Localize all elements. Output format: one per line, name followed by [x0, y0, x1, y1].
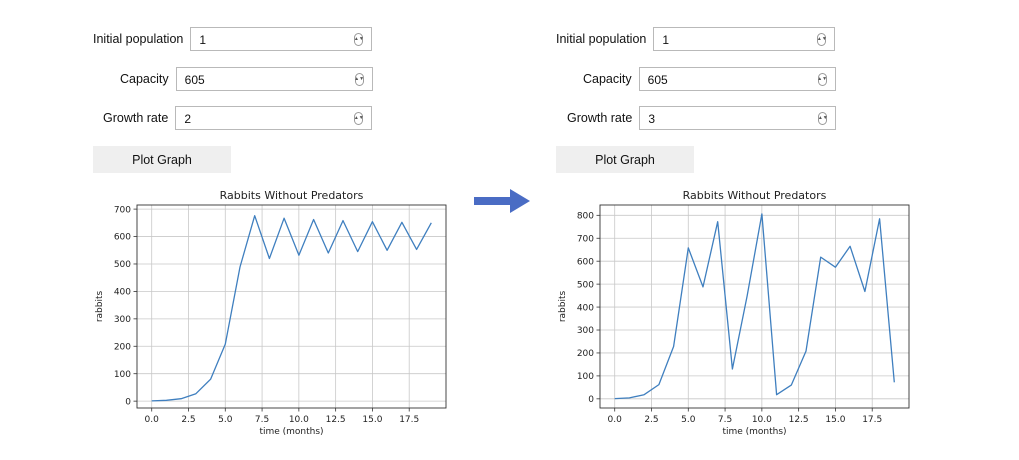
spinner-icon[interactable]: ▲▼ [354, 33, 364, 46]
initial-population-input[interactable]: 1 ▲▼ [190, 27, 373, 51]
x-tick-label: 0.0 [145, 415, 160, 425]
capacity-label: Capacity [120, 72, 169, 86]
initial-population-label: Initial population [93, 32, 184, 46]
initial-population-input[interactable]: 1 ▲▼ [653, 27, 836, 51]
y-axis-label: rabbits [95, 291, 105, 323]
x-tick-label: 7.5 [718, 415, 732, 425]
plot-graph-button[interactable]: Plot Graph [93, 146, 231, 173]
left-panel: Initial population 1 ▲▼ Capacity 605 ▲▼ … [0, 0, 447, 460]
initial-population-value: 1 [199, 33, 207, 47]
x-axis-label: time (months) [259, 427, 323, 437]
x-tick-label: 17.5 [862, 415, 882, 425]
x-tick-label: 15.0 [825, 415, 845, 425]
y-tick-label: 600 [577, 257, 594, 267]
spinner-icon[interactable]: ▲▼ [817, 33, 827, 46]
initial-population-label: Initial population [556, 32, 647, 46]
x-tick-label: 2.5 [181, 415, 195, 425]
growth-rate-value: 2 [184, 112, 191, 126]
arrow-shaft [474, 197, 512, 205]
y-tick-label: 400 [577, 303, 594, 313]
capacity-value: 605 [184, 73, 205, 87]
capacity-row: Capacity 605 ▲▼ [583, 66, 836, 92]
y-tick-label: 500 [577, 280, 594, 290]
plot-frame [599, 204, 910, 409]
series-line-rabbits [151, 215, 432, 402]
y-tick-label: 0 [588, 395, 594, 405]
y-tick-label: 100 [577, 372, 594, 382]
plot-graph-button[interactable]: Plot Graph [556, 146, 694, 173]
x-tick-label: 17.5 [399, 415, 419, 425]
x-tick-label: 12.5 [789, 415, 809, 425]
plot-frame [136, 204, 447, 409]
x-tick-label: 2.5 [644, 415, 658, 425]
initial-population-row: Initial population 1 ▲▼ [556, 26, 836, 52]
growth-rate-input[interactable]: 3 ▲▼ [639, 106, 837, 130]
y-tick-label: 0 [125, 397, 131, 407]
capacity-input[interactable]: 605 ▲▼ [638, 67, 836, 91]
right-panel: Initial population 1 ▲▼ Capacity 605 ▲▼ … [463, 0, 910, 460]
x-tick-label: 7.5 [255, 415, 269, 425]
x-tick-label: 12.5 [326, 415, 346, 425]
growth-rate-row: Growth rate 2 ▲▼ [103, 105, 373, 131]
x-tick-label: 10.0 [289, 415, 309, 425]
chart-title: Rabbits Without Predators [683, 189, 827, 202]
x-tick-label: 15.0 [362, 415, 382, 425]
rabbits-chart-left: 0.0 2.5 5.0 7.5 10.0 12.5 15.0 17.5 0 100 200 300 40… [95, 189, 447, 437]
spinner-icon[interactable]: ▲▼ [354, 73, 364, 86]
rabbits-chart-right: 0.0 2.5 5.0 7.5 10.0 12.5 15.0 17.5 0 100 200 300 40… [558, 189, 910, 437]
y-tick-label: 600 [114, 233, 131, 243]
growth-rate-label: Growth rate [103, 111, 169, 125]
growth-rate-row: Growth rate 3 ▲▼ [567, 105, 837, 131]
y-tick-label: 200 [114, 342, 131, 352]
y-tick-label: 100 [114, 370, 131, 380]
x-tick-label: 5.0 [681, 415, 696, 425]
growth-rate-value: 3 [648, 112, 655, 126]
x-axis-label: time (months) [722, 427, 786, 437]
initial-population-value: 1 [662, 33, 670, 47]
y-axis-label: rabbits [558, 291, 568, 323]
series-line-rabbits [614, 213, 895, 400]
capacity-row: Capacity 605 ▲▼ [120, 66, 373, 92]
y-tick-label: 300 [114, 315, 131, 325]
growth-rate-input[interactable]: 2 ▲▼ [175, 106, 373, 130]
chart-title: Rabbits Without Predators [220, 189, 364, 202]
initial-population-row: Initial population 1 ▲▼ [93, 26, 373, 52]
y-tick-label: 800 [577, 212, 594, 222]
arrow-head [510, 189, 530, 213]
growth-rate-label: Growth rate [567, 111, 633, 125]
y-tick-label: 400 [114, 288, 131, 298]
y-tick-label: 700 [114, 205, 131, 215]
y-tick-label: 200 [577, 349, 594, 359]
spinner-icon[interactable]: ▲▼ [817, 73, 827, 86]
capacity-input[interactable]: 605 ▲▼ [175, 67, 373, 91]
capacity-value: 605 [647, 73, 668, 87]
x-tick-label: 5.0 [218, 415, 233, 425]
x-tick-label: 10.0 [752, 415, 772, 425]
spinner-icon[interactable]: ▲▼ [818, 112, 828, 125]
y-tick-label: 700 [577, 234, 594, 244]
spinner-icon[interactable]: ▲▼ [354, 112, 364, 125]
y-tick-label: 300 [577, 326, 594, 336]
capacity-label: Capacity [583, 72, 632, 86]
arrow-right-icon [474, 189, 530, 213]
x-tick-label: 0.0 [608, 415, 623, 425]
y-tick-label: 500 [114, 260, 131, 270]
